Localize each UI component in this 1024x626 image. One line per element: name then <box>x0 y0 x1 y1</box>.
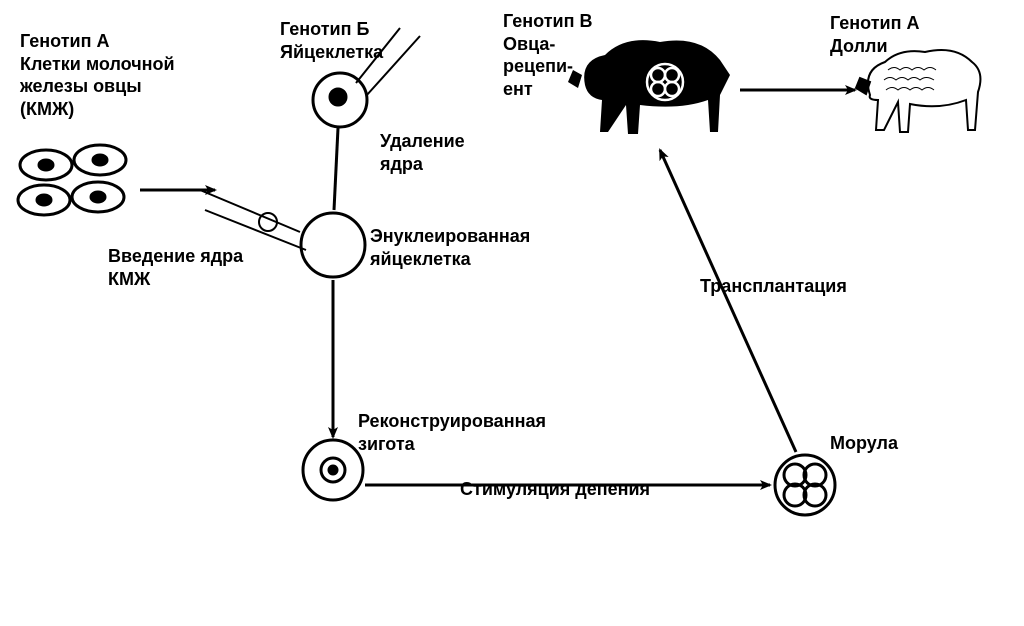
label-transplantation: Трансплантация <box>700 275 847 298</box>
dolly-sheep-icon <box>856 50 980 132</box>
edge-oocyte-to-enuc <box>334 128 338 210</box>
label-enucleated-oocyte: Энуклеированная яйцеклетка <box>370 225 530 270</box>
label-reconstructed-zygote: Реконструированная зигота <box>358 410 546 455</box>
zygote-node <box>303 440 363 500</box>
label-genotype-a: Генотип А Клетки молочной железы овцы (К… <box>20 30 175 120</box>
edge-morula-to-sheep <box>660 150 796 452</box>
label-nucleus-removal: Удаление ядра <box>380 130 465 175</box>
label-morula: Морула <box>830 432 898 455</box>
label-dolly: Генотип А Долли <box>830 12 919 57</box>
morula-node <box>775 455 835 515</box>
label-nucleus-injection: Введение ядра КМЖ <box>108 245 243 290</box>
diagram-canvas: Генотип А Клетки молочной железы овцы (К… <box>0 0 1024 626</box>
kmj-cells-node <box>18 145 126 215</box>
label-genotype-c: Генотип В Овца- рецепи- ент <box>503 10 592 100</box>
label-division-stimulation: Стимуляция депения <box>460 478 650 501</box>
label-genotype-b: Генотип Б Яйцеклетка <box>280 18 383 63</box>
